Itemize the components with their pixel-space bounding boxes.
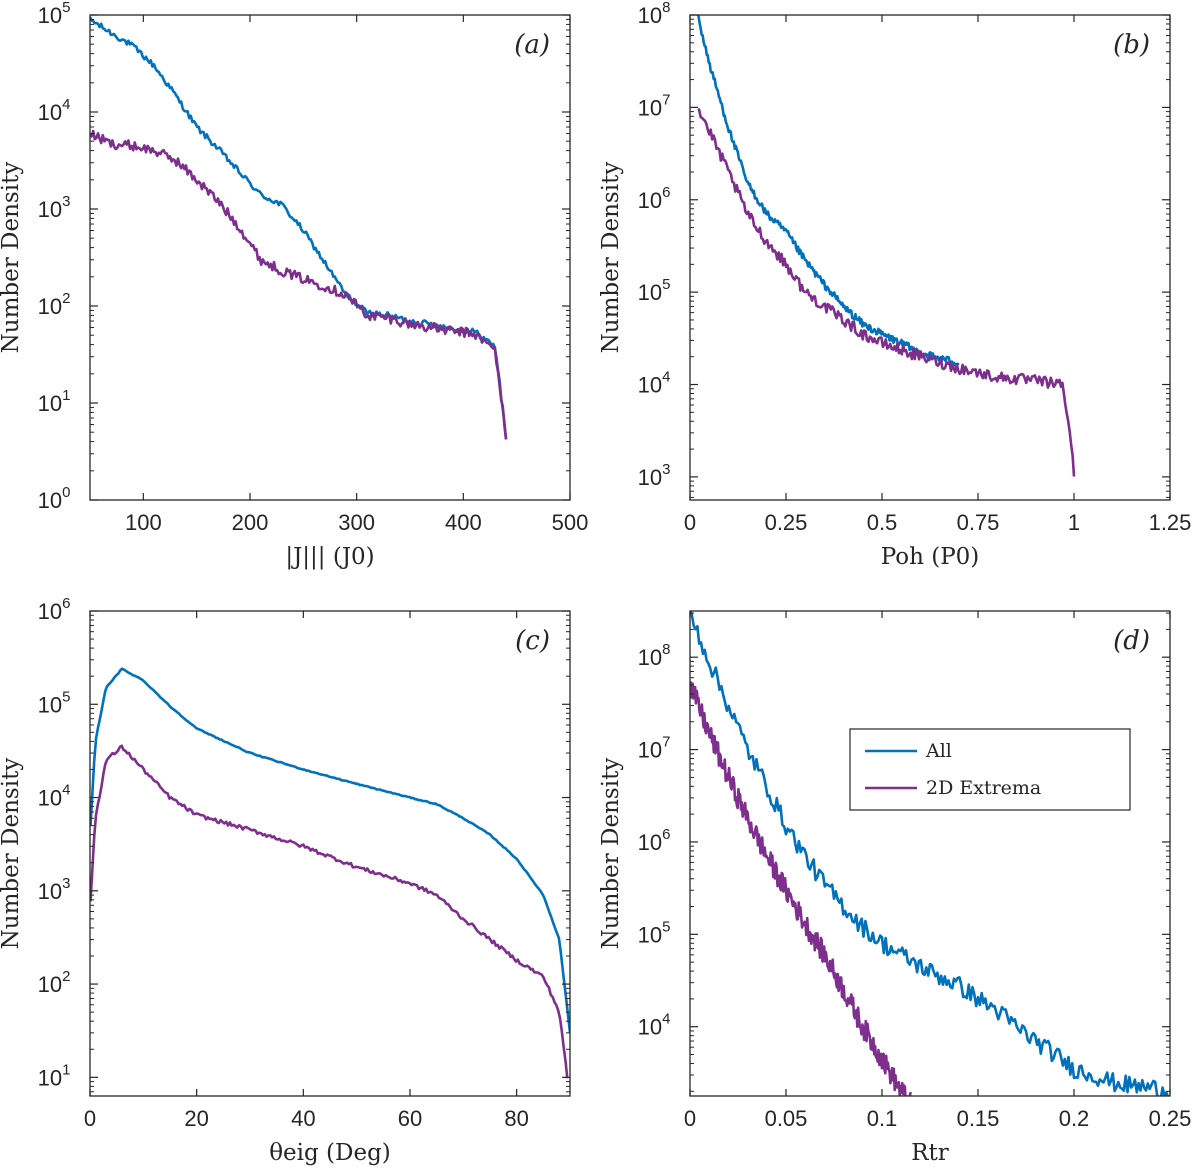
axes-box-c bbox=[89, 610, 571, 1097]
series-2d-extrema-a bbox=[90, 129, 508, 440]
x-tick-label: 1.25 bbox=[1149, 510, 1192, 535]
x-tick-label: 20 bbox=[184, 1106, 208, 1131]
series-all-c bbox=[90, 667, 570, 1033]
x-axis-label-b: Poh (P0) bbox=[881, 544, 980, 570]
y-tick-label: 101 bbox=[38, 387, 71, 416]
y-tick-label: 103 bbox=[38, 875, 71, 904]
x-axis-label-c: θeig (Deg) bbox=[269, 1140, 391, 1166]
y-tick-label: 107 bbox=[638, 734, 671, 763]
panel-label-b: (b) bbox=[1113, 30, 1150, 60]
y-axis-label-a: Number Density bbox=[0, 162, 24, 354]
x-tick-label: 0.05 bbox=[765, 1106, 808, 1131]
y-tick-label: 105 bbox=[638, 918, 671, 947]
x-tick-label: 80 bbox=[504, 1106, 528, 1131]
y-tick-label: 103 bbox=[38, 193, 71, 222]
x-axis-label-d: Rtr bbox=[911, 1140, 949, 1166]
x-tick-label: 200 bbox=[232, 510, 269, 535]
y-tick-label: 102 bbox=[38, 968, 71, 997]
series-all-a bbox=[90, 16, 508, 439]
axes-box-b bbox=[689, 14, 1171, 501]
panel-c: 0 20 40 60 80 101 102 103 104 105 106 (c) Number Den… bbox=[0, 595, 571, 1166]
x-tick-label: 60 bbox=[398, 1106, 422, 1131]
axes-box-d bbox=[689, 610, 1171, 1097]
y-tick-label: 104 bbox=[638, 369, 671, 398]
x-tick-label: 0 bbox=[684, 1106, 696, 1131]
y-axis-label-b: Number Density bbox=[598, 162, 624, 354]
y-tick-label: 106 bbox=[638, 184, 671, 213]
y-tick-label: 108 bbox=[638, 641, 671, 670]
panel-a: 100 200 300 400 500 100 101 102 103 104 105 (a) Numb… bbox=[0, 0, 588, 570]
x-tick-label: 0.15 bbox=[957, 1106, 1000, 1131]
x-tick-label: 0.2 bbox=[1059, 1106, 1090, 1131]
series-2d-extrema-b bbox=[697, 108, 1076, 477]
y-tick-label: 103 bbox=[638, 461, 671, 490]
panel-label-a: (a) bbox=[514, 30, 550, 60]
panel-label-c: (c) bbox=[515, 626, 550, 656]
y-tick-label: 100 bbox=[38, 484, 71, 513]
x-tick-label: 0 bbox=[684, 510, 696, 535]
x-tick-label: 0.5 bbox=[867, 510, 898, 535]
x-tick-label: 40 bbox=[291, 1106, 315, 1131]
y-axis-label-c: Number Density bbox=[0, 758, 24, 950]
series-2d-extrema-d bbox=[690, 681, 913, 1096]
y-tick-label: 106 bbox=[638, 826, 671, 855]
axes-box-a bbox=[89, 14, 571, 501]
legend-entry: 2D Extrema bbox=[926, 777, 1041, 799]
x-tick-label: 0 bbox=[84, 1106, 96, 1131]
x-tick-label: 300 bbox=[338, 510, 375, 535]
x-tick-label: 1 bbox=[1068, 510, 1080, 535]
x-tick-label: 400 bbox=[445, 510, 482, 535]
x-tick-label: 0.25 bbox=[765, 510, 808, 535]
x-tick-label: 500 bbox=[552, 510, 589, 535]
x-tick-label: 0.75 bbox=[957, 510, 1000, 535]
y-tick-label: 106 bbox=[38, 595, 71, 624]
y-tick-label: 102 bbox=[38, 290, 71, 319]
legend: All 2D Extrema bbox=[849, 728, 1131, 811]
series-all-d bbox=[690, 611, 1170, 1096]
y-tick-label: 108 bbox=[638, 0, 671, 28]
panel-b: 0 0.25 0.5 0.75 1 1.25 103 104 105 106 107 108 (b) Nu… bbox=[598, 0, 1191, 570]
y-tick-label: 101 bbox=[38, 1061, 71, 1090]
legend-entry: All bbox=[925, 740, 952, 762]
panel-label-d: (d) bbox=[1113, 626, 1150, 656]
series-2d-extrema-c bbox=[90, 744, 569, 1079]
y-tick-label: 104 bbox=[638, 1011, 671, 1040]
x-tick-label: 0.25 bbox=[1149, 1106, 1192, 1131]
y-axis-label-d: Number Density bbox=[598, 758, 624, 950]
panel-d: 0 0.05 0.1 0.15 0.2 0.25 104 105 106 107 108 (d) Num… bbox=[598, 610, 1192, 1166]
x-axis-label-a: |J||| (J0) bbox=[285, 544, 374, 570]
x-tick-label: 100 bbox=[125, 510, 162, 535]
y-tick-label: 105 bbox=[638, 276, 671, 305]
y-tick-label: 107 bbox=[638, 91, 671, 120]
y-tick-label: 104 bbox=[38, 782, 71, 811]
y-tick-label: 104 bbox=[38, 96, 71, 125]
x-tick-label: 0.1 bbox=[867, 1106, 898, 1131]
y-tick-label: 105 bbox=[38, 688, 71, 717]
y-tick-label: 105 bbox=[38, 0, 71, 28]
